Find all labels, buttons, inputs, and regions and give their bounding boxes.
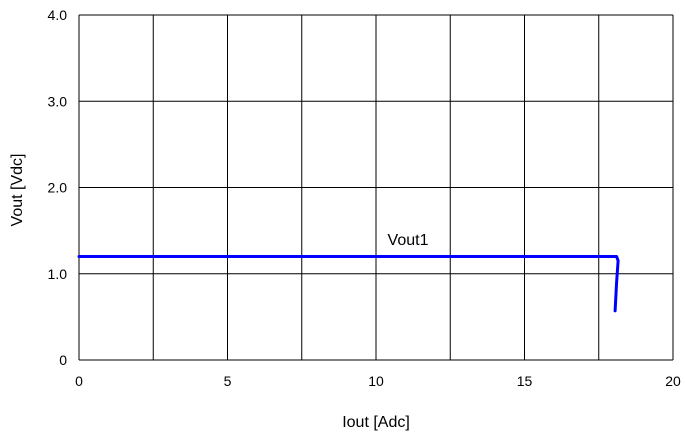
tick-labels: 0 5 10 15 20 0 1.0 2.0 3.0 4.0 bbox=[48, 7, 681, 389]
x-tick-label: 0 bbox=[75, 373, 83, 389]
grid bbox=[78, 14, 674, 361]
x-axis-label: Iout [Adc] bbox=[342, 414, 410, 431]
x-tick-label: 20 bbox=[665, 373, 681, 389]
x-tick-label: 15 bbox=[517, 373, 533, 389]
y-tick-label: 4.0 bbox=[48, 7, 68, 23]
series-line-vout1 bbox=[77, 255, 620, 313]
y-tick-label: 3.0 bbox=[48, 93, 68, 109]
x-tick-label: 10 bbox=[368, 373, 384, 389]
y-tick-label: 0 bbox=[59, 352, 67, 368]
y-tick-label: 2.0 bbox=[48, 180, 68, 196]
x-tick-label: 5 bbox=[224, 373, 232, 389]
y-axis-label: Vout [Vdc] bbox=[9, 154, 26, 227]
y-tick-label: 1.0 bbox=[48, 266, 68, 282]
series-layer bbox=[77, 255, 620, 313]
series-label-vout1: Vout1 bbox=[388, 232, 429, 249]
